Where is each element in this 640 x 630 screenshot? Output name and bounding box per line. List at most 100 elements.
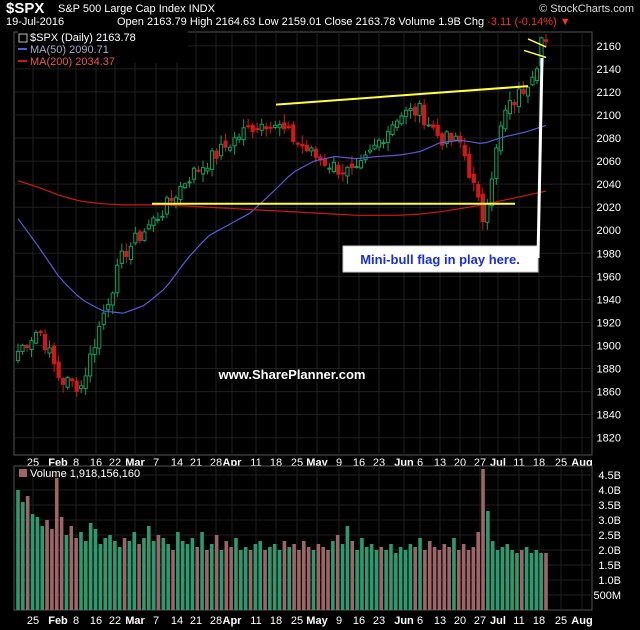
candle-body: [218, 143, 224, 157]
legend-price-swatch: [18, 33, 28, 43]
volume-bar: [394, 553, 398, 610]
candle-body: [250, 124, 255, 133]
volume-bar: [209, 544, 214, 610]
candle-body: [151, 217, 156, 227]
candle-body: [110, 292, 115, 306]
volume-bar: [539, 553, 543, 610]
candle-body: [435, 124, 440, 136]
chg-label: Chg: [463, 16, 485, 28]
chart-header: $SPX S&P 500 Large Cap Index INDX © Stoc…: [0, 0, 640, 30]
volume-bar: [442, 544, 447, 610]
volume-bar: [524, 547, 529, 610]
volume-bar: [30, 514, 35, 610]
volume-bar: [224, 541, 229, 610]
volume-bar: [277, 550, 282, 610]
candle-body: [61, 378, 66, 385]
chg-value: -3.11 (-0.14%): [487, 16, 557, 28]
volume-bar: [340, 544, 345, 610]
volume-tick-label: 4.5B: [598, 470, 621, 482]
volume-bar: [379, 547, 384, 610]
candle-body: [512, 101, 517, 106]
volume-bar: [418, 538, 422, 610]
volume-bar: [146, 526, 151, 610]
volume-bar: [156, 535, 161, 610]
candle-body: [372, 144, 377, 150]
candle-body: [38, 331, 43, 334]
candle-body: [83, 375, 88, 389]
volume-bar: [21, 502, 25, 610]
x-tick-label-lower: 16: [90, 615, 102, 627]
candle-body: [431, 124, 436, 128]
price-tick-label: 1920: [597, 317, 621, 329]
volume-bar: [50, 529, 54, 610]
candle-body: [228, 146, 233, 151]
candle-body: [354, 166, 359, 169]
candle-body: [345, 166, 350, 177]
volume-bar: [437, 550, 442, 610]
volume-bar: [272, 544, 277, 610]
volume-bar: [54, 478, 59, 610]
candle-body: [20, 344, 25, 352]
stockcharts-brand[interactable]: © StockCharts.com: [539, 3, 634, 15]
volume-label: Volume: [398, 16, 436, 28]
candle-body: [205, 167, 210, 172]
volume-bar: [16, 490, 20, 610]
volume-bar: [360, 538, 364, 610]
x-tick-label-lower: Jul: [490, 615, 506, 627]
candle-body: [327, 167, 332, 170]
x-tick-label-lower: 21: [190, 615, 202, 627]
x-tick-label-lower: 11: [513, 615, 524, 627]
candle-body: [173, 197, 179, 204]
candle-body: [264, 126, 269, 130]
candle-body: [543, 39, 549, 42]
volume-value: 1.9B: [438, 16, 461, 28]
volume-bar: [326, 550, 330, 610]
candle-body: [146, 224, 151, 230]
legend-volume: Volume 1,918,156,160: [30, 468, 140, 480]
volume-bar: [239, 550, 243, 610]
candle-body: [15, 350, 21, 362]
price-tick-label: 1900: [597, 341, 621, 353]
candle-body: [467, 153, 472, 178]
x-tick-label-upper: 9: [336, 457, 342, 469]
volume-bar: [297, 550, 301, 610]
candle-body: [88, 353, 93, 377]
volume-bar: [243, 547, 248, 610]
candle-body: [426, 124, 431, 127]
volume-bar: [253, 544, 258, 610]
price-tick-label: 2120: [597, 87, 621, 99]
volume-bar: [263, 550, 267, 610]
volume-bar: [268, 547, 272, 610]
candle-body: [277, 124, 282, 129]
volume-bar: [40, 526, 45, 610]
volume-bar: [93, 529, 98, 610]
candle-body: [458, 135, 463, 143]
volume-bar: [59, 517, 64, 610]
x-tick-label-upper: 11: [250, 457, 261, 469]
volume-bar: [355, 550, 359, 610]
x-tick-label-lower: 14: [171, 615, 183, 627]
candle-body: [155, 218, 160, 221]
volume-tick-label: 4.0B: [598, 485, 621, 497]
low-label: Low: [258, 16, 279, 28]
callout-pointer: [536, 57, 544, 259]
volume-bar: [490, 541, 495, 610]
candle-body: [164, 197, 170, 215]
volume-bar: [248, 550, 253, 610]
candle-body: [404, 109, 409, 118]
candle-body: [291, 124, 296, 142]
high-label: High: [189, 16, 213, 28]
candle-body: [273, 124, 278, 128]
volume-bar: [413, 547, 418, 610]
x-tick-label-lower: 28: [210, 615, 222, 627]
price-tick-label: 2060: [597, 156, 621, 168]
volume-bar: [137, 544, 141, 610]
candle-body: [530, 76, 535, 86]
price-tick-label: 1940: [597, 294, 621, 306]
legend-ma50: MA(50) 2090.71: [30, 44, 109, 56]
volume-bar: [316, 544, 321, 610]
quote-date: 19-Jul-2016: [6, 16, 65, 28]
candle-body: [97, 325, 102, 349]
candle-body: [237, 136, 242, 140]
candle-body: [133, 232, 138, 244]
